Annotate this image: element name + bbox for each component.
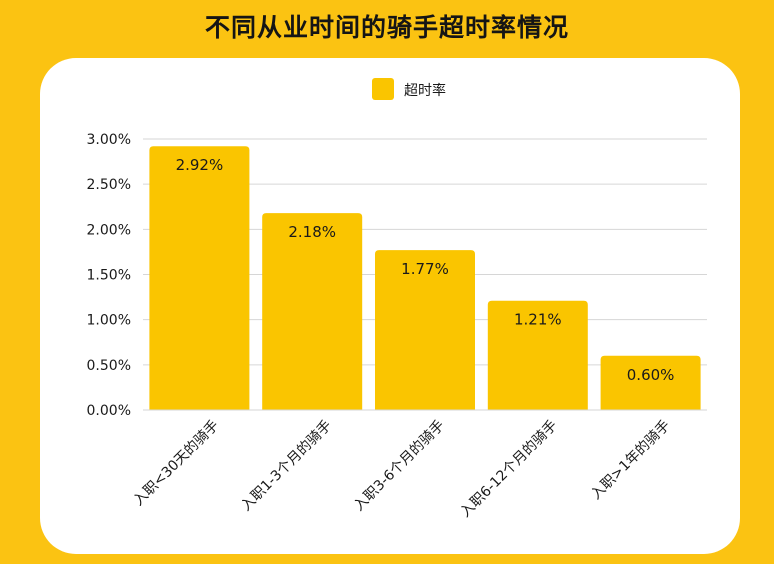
y-tick-label: 1.50% [87, 268, 131, 284]
data-label: 1.77% [401, 260, 449, 278]
bar [149, 146, 250, 410]
bar [262, 213, 363, 410]
x-tick-label: 入职>1年的骑手 [588, 418, 673, 503]
bar [487, 300, 588, 410]
data-label: 0.60% [627, 366, 675, 384]
y-tick-label: 2.00% [87, 222, 131, 238]
data-label: 2.18% [288, 223, 336, 241]
y-tick-label: 2.50% [87, 177, 131, 193]
x-tick-label: 入职1-3个月的骑手 [238, 418, 335, 515]
y-tick-label: 0.50% [87, 358, 131, 374]
x-tick-label: 入职3-6个月的骑手 [351, 418, 448, 515]
bar [600, 355, 701, 410]
y-tick-label: 0.00% [87, 403, 131, 419]
legend-label: 超时率 [404, 82, 446, 99]
legend-swatch [372, 78, 394, 100]
y-tick-label: 3.00% [87, 132, 131, 148]
y-tick-label: 1.00% [87, 313, 131, 329]
bar [375, 250, 475, 410]
x-tick-label: 入职<30天的骑手 [131, 418, 223, 510]
data-label: 2.92% [176, 156, 224, 174]
data-label: 1.21% [514, 311, 562, 329]
page-title: 不同从业时间的骑手超时率情况 [204, 13, 569, 42]
x-tick-label: 入职6-12个月的骑手 [458, 418, 561, 521]
